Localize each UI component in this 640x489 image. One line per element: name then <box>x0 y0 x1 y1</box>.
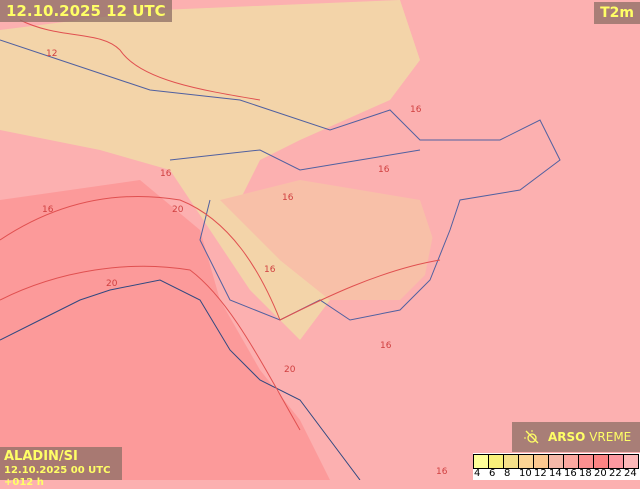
brand-name-bold: ARSO <box>548 430 586 444</box>
legend-swatch <box>608 454 624 469</box>
model-name: ALADIN/SI <box>4 449 78 464</box>
contour-label: 16 <box>436 467 448 477</box>
contour-label: 16 <box>378 165 390 175</box>
legend-tick-label: 10 <box>519 468 532 479</box>
legend-tick-label: 18 <box>579 468 592 479</box>
legend-swatch <box>623 454 639 469</box>
legend-tick-label: 24 <box>624 468 637 479</box>
legend-swatch <box>503 454 519 469</box>
country-border <box>169 149 421 171</box>
legend-tick-label: 8 <box>504 468 511 479</box>
legend-swatch <box>473 454 489 469</box>
contour-12 <box>19 19 261 101</box>
legend-tick-label: 20 <box>594 468 607 479</box>
contour-label: 16 <box>264 265 276 275</box>
legend-tick-label: 4 <box>474 468 481 479</box>
contour-20 <box>0 265 301 431</box>
brand-logo: ARSO VREME <box>512 422 640 452</box>
sun-slash-icon <box>524 430 539 444</box>
legend-tick-label: 22 <box>609 468 622 479</box>
contour-label: 20 <box>172 205 184 215</box>
brand-name-light: VREME <box>589 430 632 444</box>
legend-tick-label: 12 <box>534 468 547 479</box>
contour-label: 16 <box>42 205 54 215</box>
pannonian-plain <box>420 0 640 480</box>
contour-label: 12 <box>46 49 57 59</box>
legend-swatch <box>563 454 579 469</box>
legend-swatch <box>593 454 609 469</box>
parameter-label: T2m <box>594 2 640 24</box>
contour-label: 16 <box>282 193 294 203</box>
legend-tick-label: 16 <box>564 468 577 479</box>
contour-label: 20 <box>106 279 118 289</box>
contour-label: 16 <box>410 105 422 115</box>
model-run: 12.10.2025 00 UTC +012 h <box>4 465 111 488</box>
alps-highland <box>0 0 420 340</box>
contour-label: 16 <box>380 341 392 351</box>
dinaric-highland <box>220 180 440 300</box>
contour-label: 20 <box>284 365 296 375</box>
legend-tick-label: 6 <box>489 468 496 479</box>
legend-swatch <box>488 454 504 469</box>
contour-16 <box>0 195 441 321</box>
forecast-time-title: 12.10.2025 12 UTC <box>0 0 172 22</box>
legend-swatch <box>518 454 534 469</box>
legend-swatch <box>578 454 594 469</box>
legend-swatch <box>548 454 564 469</box>
legend-tick-label: 14 <box>549 468 562 479</box>
coastline <box>0 279 361 480</box>
contour-label: 16 <box>160 169 172 179</box>
model-info: ALADIN/SI 12.10.2025 00 UTC +012 h <box>0 447 122 488</box>
color-legend: 4 6 8 10 12 14 16 18 20 22 24 <box>473 453 640 480</box>
legend-swatch <box>533 454 549 469</box>
adriatic-sea <box>0 180 330 480</box>
